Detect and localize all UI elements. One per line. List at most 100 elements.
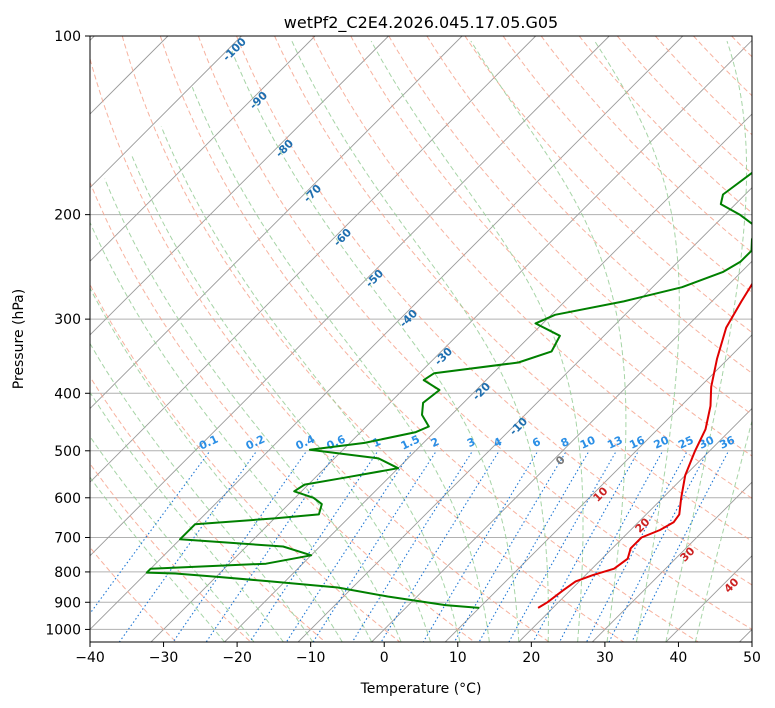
x-tick-label: 10 [449, 650, 467, 666]
moist-adiabat [90, 391, 284, 642]
mixing-ratio-line [285, 452, 412, 642]
x-tick-label: −20 [222, 650, 252, 666]
mixing-ratio-line [312, 452, 436, 642]
dry-adiabat [426, 36, 752, 374]
isotherm-line [90, 36, 610, 557]
mixing-ratio-label: 0.1 [197, 433, 220, 453]
moist-adiabat [160, 126, 461, 642]
isotherm-line [150, 39, 752, 642]
isotherm-line [592, 481, 752, 642]
dry-adiabat [655, 36, 752, 136]
dry-adiabat [90, 375, 326, 642]
mixing-ratio-label: 20 [652, 433, 672, 451]
x-tick-label: −30 [149, 650, 179, 666]
isotherm-line [371, 260, 752, 642]
y-tick-label: 200 [54, 208, 81, 224]
x-tick-label: −10 [296, 650, 326, 666]
moist-adiabat [231, 50, 520, 642]
dry-adiabat-label: -10 [507, 415, 530, 438]
dry-adiabat [236, 36, 752, 586]
dry-adiabat [540, 36, 752, 254]
dry-adiabat-label: -90 [247, 89, 270, 112]
isotherm-line [518, 407, 752, 642]
dry-adiabat [90, 181, 475, 642]
mixing-ratio-label: 25 [676, 433, 695, 451]
moist-adiabat [90, 342, 314, 642]
moist-adiabat [665, 40, 748, 642]
moist-adiabat-label: 20 [633, 515, 653, 535]
moist-adiabat [470, 40, 627, 642]
dry-adiabat [770, 36, 775, 642]
dry-adiabat-label: -80 [273, 137, 296, 160]
mixing-ratio-line [90, 452, 210, 615]
y-tick-label: 800 [54, 565, 81, 581]
dry-adiabat-label: -60 [331, 226, 354, 249]
isotherm-line [90, 36, 684, 631]
dry-adiabat-label: -30 [432, 345, 455, 368]
mixing-ratio-label: 2 [429, 435, 441, 450]
y-tick-label: 300 [54, 312, 81, 328]
mixing-ratio-line [508, 452, 616, 642]
mixing-ratio-label: 16 [627, 433, 647, 451]
x-tick-label: 0 [380, 650, 389, 666]
mixing-ratio-label: 0.6 [324, 432, 347, 452]
dry-adiabat [159, 36, 699, 642]
mixing-ratio-line [453, 452, 566, 642]
dry-adiabat [464, 36, 752, 334]
chart-title: wetPf2_C2E4.2026.045.17.05.G05 [284, 13, 558, 33]
isotherm-line [90, 36, 389, 336]
mixing-ratio-line [172, 452, 306, 642]
moist-adiabat [90, 287, 343, 642]
dry-adiabat [90, 462, 252, 642]
y-tick-label: 700 [54, 531, 81, 547]
moist-adiabat [370, 40, 584, 642]
dry-adiabat [616, 36, 752, 175]
mixing-ratio-line [631, 452, 729, 642]
y-tick-label: 900 [54, 595, 81, 611]
moist-adiabat [90, 221, 373, 642]
moist-adiabat [694, 419, 752, 642]
mixing-ratio-line [422, 452, 538, 642]
isotherm-line [444, 334, 752, 642]
dry-adiabat [90, 56, 550, 642]
isotherm-line [224, 113, 752, 642]
dry-adiabat [197, 36, 752, 630]
dry-adiabat-label: -20 [470, 380, 493, 403]
moist-adiabat-label: 10 [591, 484, 611, 504]
dry-adiabat [121, 36, 624, 642]
dry-adiabat [502, 36, 752, 293]
dewpoint-profile [145, 171, 752, 609]
x-tick-label: −40 [75, 650, 105, 666]
mixing-ratio-line [118, 452, 256, 642]
mixing-ratio-line [559, 452, 663, 642]
isotherm-line [90, 36, 242, 189]
x-tick-label: 30 [596, 650, 614, 666]
dry-adiabat [731, 36, 752, 58]
temperature-profile [537, 282, 752, 609]
plot-frame [89, 35, 753, 643]
y-axis: 100 200 300 400 500 600 700 800 900 1000 [45, 29, 90, 638]
x-tick-label: 20 [522, 650, 540, 666]
moist-adiabat [191, 87, 490, 642]
mixing-ratio-line [380, 452, 499, 642]
mixing-ratio-line [478, 452, 589, 642]
y-tick-label: 1000 [45, 622, 81, 638]
mixing-ratio-label: 36 [717, 433, 737, 451]
mixing-ratio-label: 1 [370, 435, 382, 450]
x-axis-label: Temperature (°C) [360, 681, 482, 697]
x-tick-label: 50 [743, 650, 761, 666]
moist-adiabat [291, 40, 549, 642]
x-axis: −40 −30 −20 −10 0 10 20 30 40 50 [75, 642, 761, 666]
dry-adiabat-label: -40 [397, 307, 420, 330]
y-tick-label: 400 [54, 386, 81, 402]
mixing-ratio-label: 6 [530, 435, 543, 450]
plot-area: 0.1 0.2 0.4 0.6 1 1.5 2 3 4 6 8 10 13 16 20 25 30 36-100-… [90, 36, 775, 642]
moist-adiabat [594, 40, 680, 642]
mixing-ratio-label: 3 [465, 435, 477, 450]
y-tick-label: 500 [54, 444, 81, 460]
dry-adiabat [350, 36, 752, 457]
moist-adiabat [90, 476, 225, 642]
moist-adiabat-label: 40 [722, 575, 742, 595]
y-tick-label: 600 [54, 491, 81, 507]
